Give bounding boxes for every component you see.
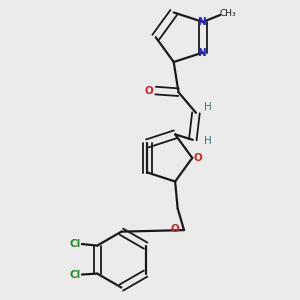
Text: Cl: Cl <box>69 269 81 280</box>
Text: H: H <box>204 136 212 146</box>
Text: O: O <box>144 85 153 96</box>
Text: O: O <box>194 153 202 163</box>
Text: O: O <box>171 224 179 235</box>
Text: Cl: Cl <box>69 239 81 249</box>
Text: CH₃: CH₃ <box>220 10 237 19</box>
Text: N: N <box>199 17 207 27</box>
Text: N: N <box>199 47 207 58</box>
Text: H: H <box>204 102 212 112</box>
